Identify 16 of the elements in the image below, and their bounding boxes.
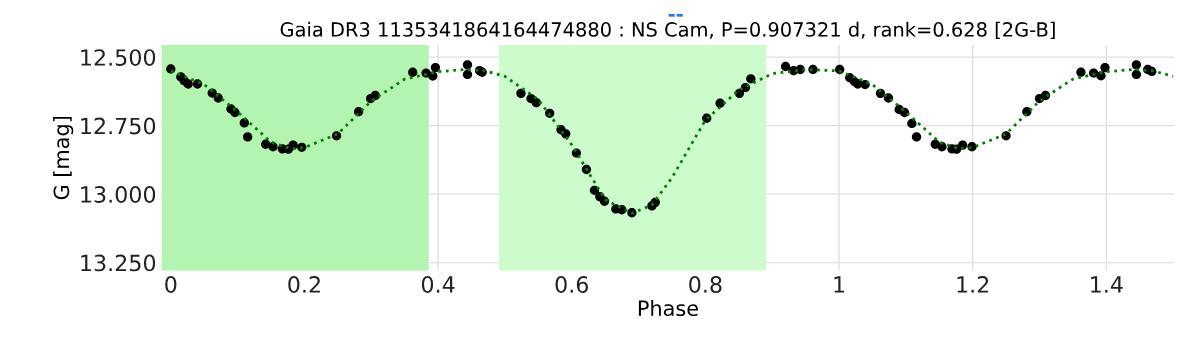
x-axis-title: Phase — [638, 299, 698, 317]
x-tick-label: 0.2 — [288, 276, 320, 293]
x-tick-label: 1 — [834, 276, 845, 293]
x-tick-label: 0.8 — [689, 276, 722, 293]
x-tick-label: 0.4 — [421, 276, 455, 293]
y-tick-label: 13.250 — [81, 254, 156, 272]
y-tick-label: 13.000 — [81, 186, 156, 203]
x-tick-label: 1.2 — [957, 276, 989, 293]
x-tick-label: 0 — [165, 276, 177, 293]
text: -- — [668, 13, 683, 17]
y-axis-title: G [mag] — [53, 116, 74, 200]
x-tick-label: 0.6 — [555, 276, 589, 293]
y-tick-label: 12.750 — [81, 117, 156, 135]
chart-title: Gaia DR3 1135341864164474880 : NS Cam, P=0.907321 d, rank=0.628 [2G-B] — [280, 21, 1055, 40]
y-tick-label: 12.500 — [81, 49, 156, 66]
x-tick-label: 1.4 — [1091, 276, 1123, 293]
